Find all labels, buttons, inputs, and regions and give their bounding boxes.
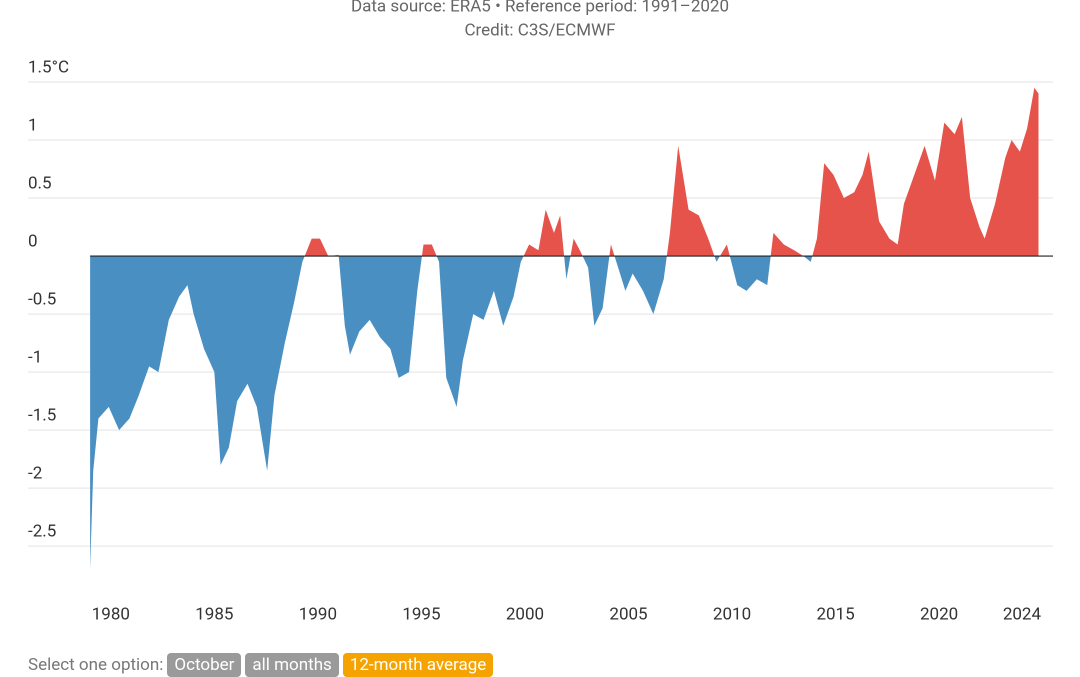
y-tick-label: 0.5 <box>28 174 52 194</box>
chart-title: Data source: ERA5 • Reference period: 19… <box>351 0 729 16</box>
x-tick-label: 2015 <box>816 604 854 624</box>
option-selector: Select one option: October all months 12-m… <box>28 653 494 677</box>
y-tick-label: -2.5 <box>28 522 56 542</box>
y-tick-label: 1.5°C <box>28 57 69 77</box>
x-tick-label: 2000 <box>506 604 544 624</box>
x-tick-label: 2005 <box>609 604 647 624</box>
chart: Data source: ERA5 • Reference period: 19… <box>28 0 1053 624</box>
prompt: Select one option: <box>28 655 164 675</box>
y-tick-label: 0 <box>28 232 38 252</box>
x-tick-label: 2024 <box>1003 604 1042 624</box>
option-button[interactable]: all months <box>245 653 339 677</box>
anomaly-area <box>90 87 1039 570</box>
chart-subtitle: Credit: C3S/ECMWF <box>464 20 615 40</box>
option-button[interactable]: October <box>167 653 242 677</box>
y-tick-label: -2 <box>28 464 42 484</box>
x-tick-label: 1985 <box>195 604 233 624</box>
x-tick-label: 1980 <box>92 604 130 624</box>
y-tick-label: -1.5 <box>28 406 56 426</box>
y-tick-label: -1 <box>28 348 42 368</box>
x-tick-label: 1990 <box>299 604 337 624</box>
x-tick-label: 2010 <box>713 604 751 624</box>
y-tick-label: -0.5 <box>28 290 56 310</box>
option-button[interactable]: 12-month average <box>342 653 494 677</box>
x-tick-label: 1995 <box>402 604 440 624</box>
y-tick-label: 1 <box>28 116 38 136</box>
x-tick-label: 2020 <box>920 604 958 624</box>
